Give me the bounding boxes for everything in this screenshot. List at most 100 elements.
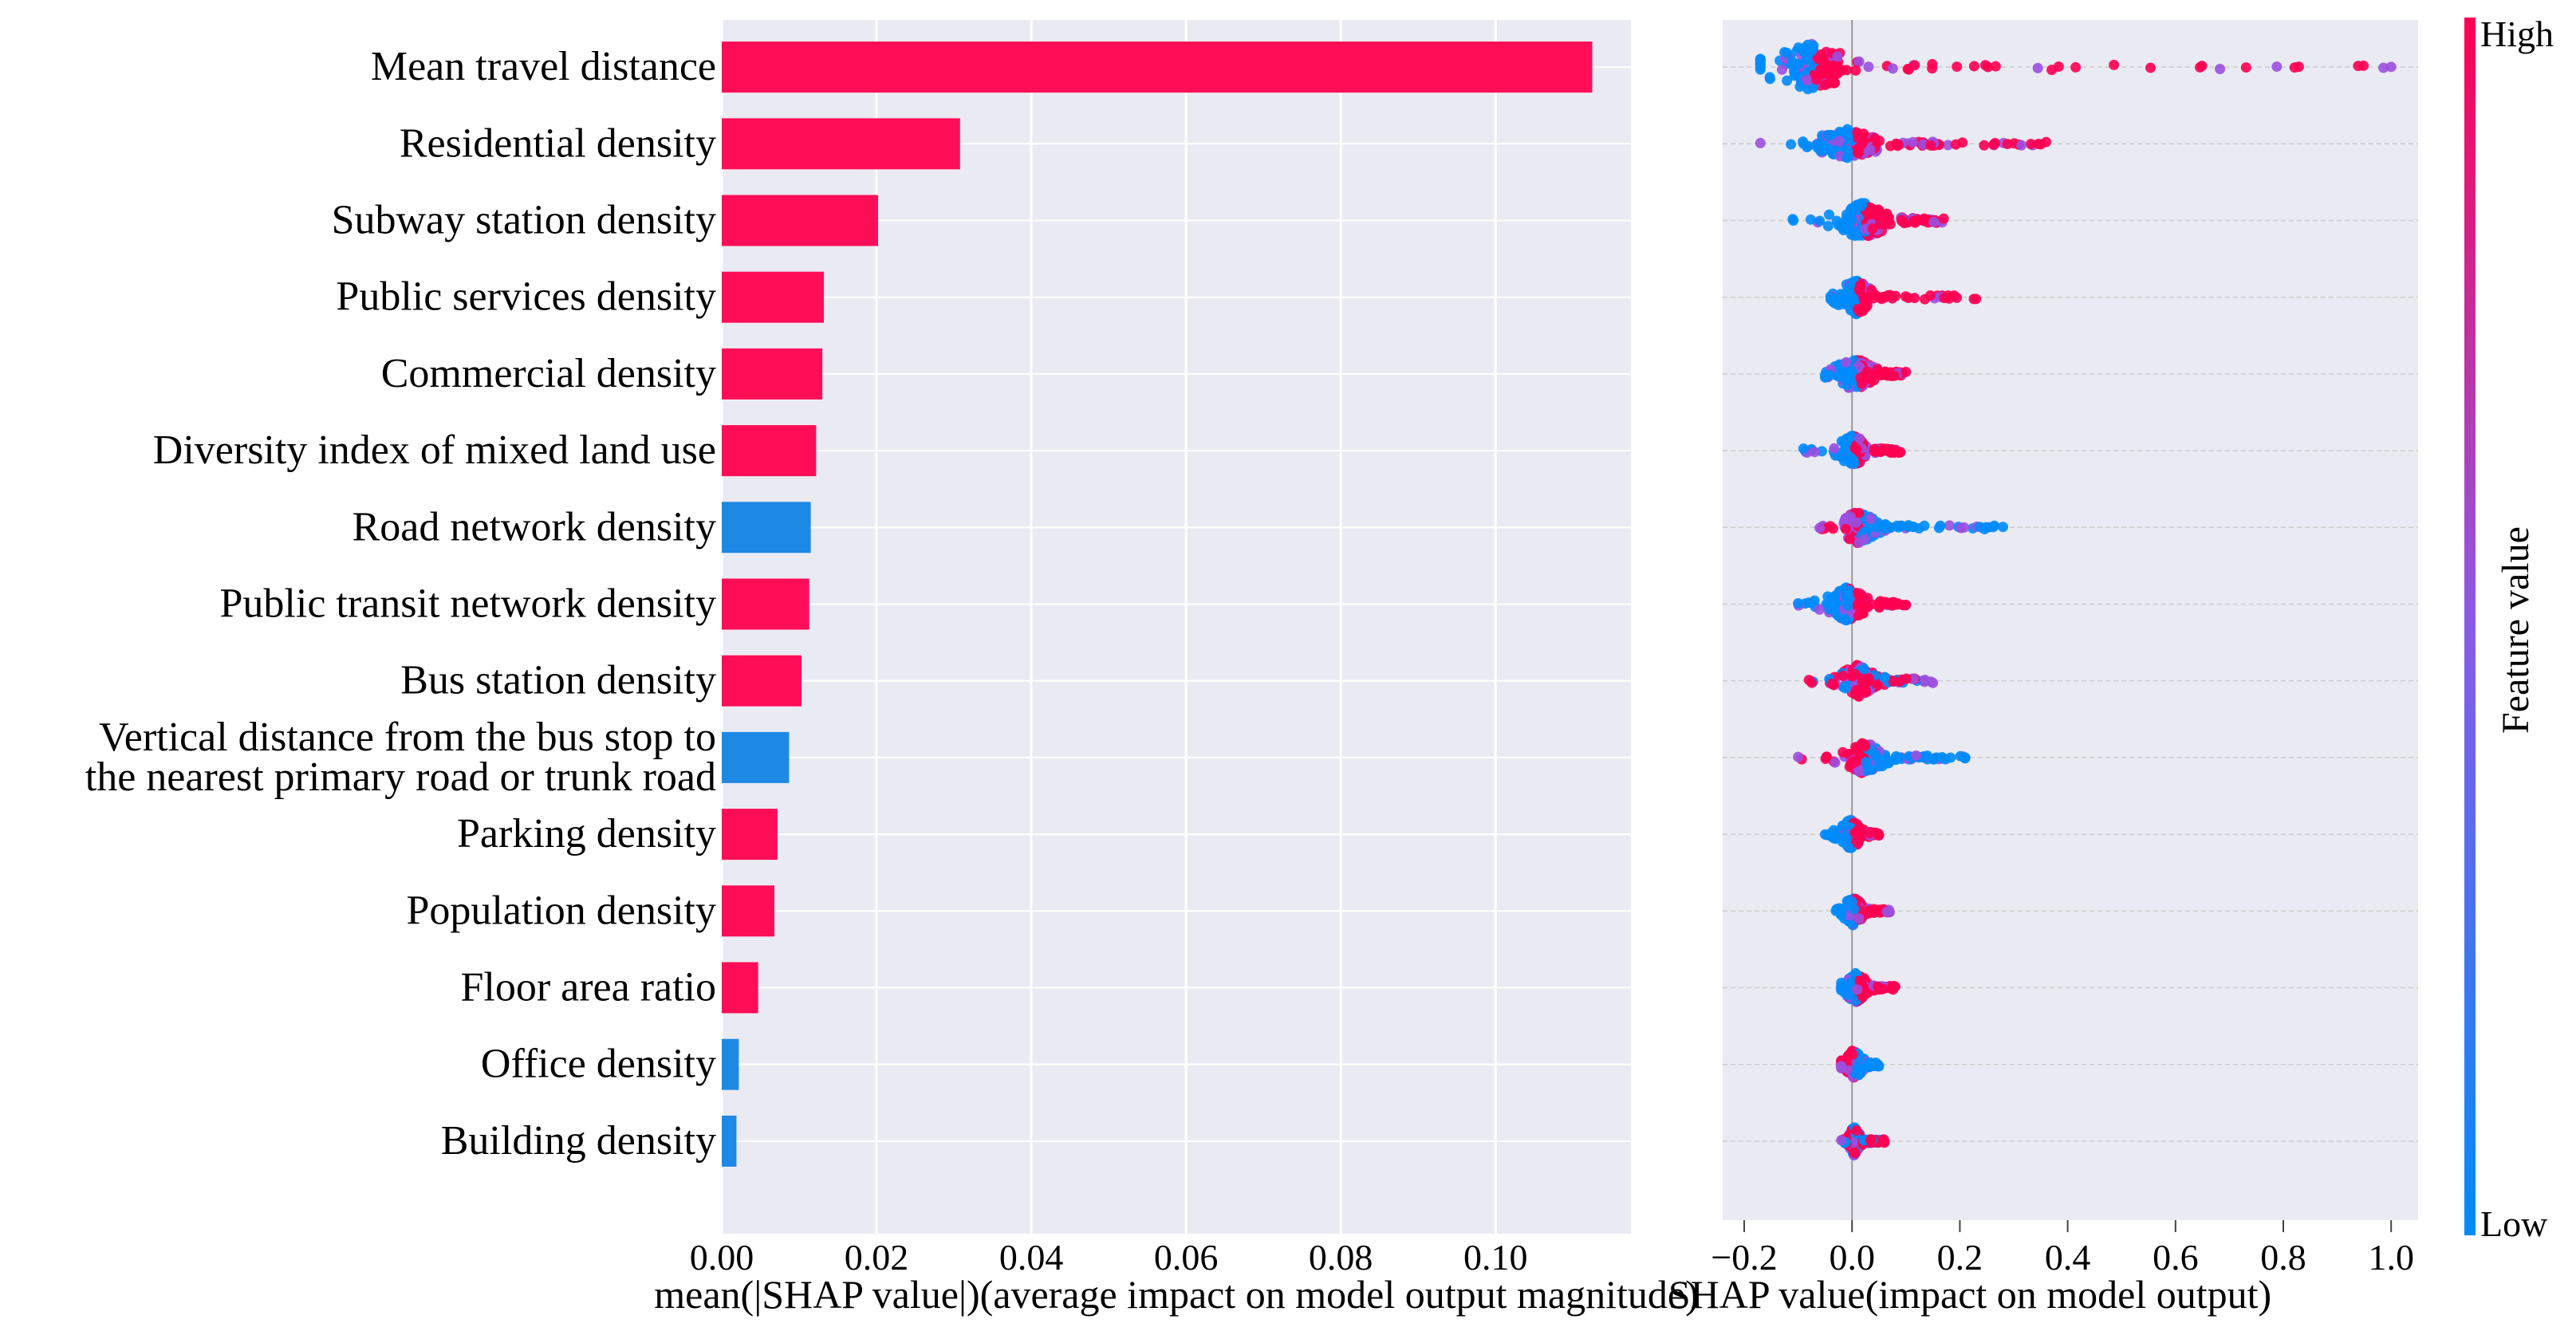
beeswarm-point <box>1853 507 1865 518</box>
beeswarm-point <box>1873 602 1885 613</box>
colorbar-high-label: High <box>2480 14 2554 54</box>
beeswarm-point <box>1841 299 1852 310</box>
beeswarm-point <box>1971 293 1982 305</box>
bar-chart-panel: Mean travel distance Residential density S… <box>85 20 1699 1317</box>
bar-category-label: Parking density <box>457 811 716 857</box>
beeswarm-point <box>1847 454 1858 465</box>
beeswarm-point <box>1900 673 1912 684</box>
beeswarm-point <box>1867 223 1878 234</box>
beeswarm-point <box>1928 216 1940 227</box>
beeswarm-point <box>1863 61 1874 73</box>
beeswarm-point <box>1822 129 1834 140</box>
beeswarm-point <box>1933 522 1944 534</box>
beeswarm-x-tick-label: 0.2 <box>1937 1237 1983 1278</box>
beeswarm-point <box>1787 214 1798 225</box>
beeswarm-point <box>1824 604 1835 615</box>
bar <box>722 425 817 477</box>
beeswarm-point <box>1787 56 1798 67</box>
bar <box>722 578 809 630</box>
beeswarm-point <box>1990 61 2001 72</box>
beeswarm-x-tick-labels: −0.2 0.0 0.2 0.4 0.6 0.8 1.0 <box>1711 1220 2414 1278</box>
beeswarm-point <box>1885 907 1896 918</box>
beeswarm-point <box>1975 522 1986 533</box>
beeswarm-point <box>1858 664 1869 675</box>
beeswarm-point <box>1900 366 1912 377</box>
bar-chart-bars <box>722 41 1593 1167</box>
bar-category-label: Bus station density <box>400 658 716 703</box>
bar-x-tick-label: 0.08 <box>1309 1237 1373 1278</box>
beeswarm-point <box>1897 521 1908 532</box>
beeswarm-point <box>1854 433 1865 444</box>
beeswarm-x-tick-label: 0.4 <box>2045 1237 2091 1278</box>
beeswarm-point <box>1841 286 1853 297</box>
bar <box>722 1038 739 1090</box>
beeswarm-point <box>2215 64 2226 75</box>
beeswarm-point <box>1959 522 1970 533</box>
beeswarm-point <box>1869 907 1880 918</box>
beeswarm-point <box>1851 444 1862 455</box>
beeswarm-point <box>1837 366 1848 377</box>
beeswarm-point <box>1853 610 1865 621</box>
beeswarm-point <box>1865 1134 1877 1145</box>
beeswarm-point <box>1764 72 1775 83</box>
beeswarm-point <box>1849 668 1861 679</box>
beeswarm-point <box>1909 293 1920 304</box>
beeswarm-point <box>1828 77 1839 89</box>
beeswarm-point <box>1874 209 1885 220</box>
beeswarm-panel: −0.2 0.0 0.2 0.4 0.6 0.8 1.0 SHAP value(impact… <box>1668 20 2418 1317</box>
beeswarm-point <box>1826 678 1837 689</box>
bar-category-label: Road network density <box>353 504 716 549</box>
beeswarm-point <box>1782 47 1793 58</box>
beeswarm-point <box>1850 65 1861 76</box>
beeswarm-point <box>1869 132 1881 144</box>
bar-category-label: Floor area ratio <box>460 965 716 1010</box>
beeswarm-point <box>1816 137 1827 148</box>
beeswarm-point <box>1820 80 1831 91</box>
beeswarm-point <box>1859 599 1870 610</box>
beeswarm-point <box>1839 584 1850 595</box>
beeswarm-point <box>1862 372 1873 383</box>
beeswarm-point <box>1864 828 1875 839</box>
beeswarm-point <box>2046 65 2058 76</box>
beeswarm-point <box>2353 61 2364 72</box>
beeswarm-point <box>1849 1147 1860 1158</box>
beeswarm-point <box>1864 206 1875 217</box>
beeswarm-point <box>1841 356 1852 368</box>
beeswarm-point <box>1755 64 1766 75</box>
beeswarm-point <box>1910 215 1921 226</box>
bar <box>722 195 878 246</box>
beeswarm-point <box>1873 982 1884 993</box>
bar-x-tick-label: 0.04 <box>999 1237 1064 1278</box>
bar <box>722 731 790 783</box>
beeswarm-point <box>1927 63 1938 74</box>
beeswarm-point <box>1836 1062 1847 1073</box>
bar <box>722 271 825 323</box>
beeswarm-point <box>1837 746 1849 758</box>
beeswarm-point <box>1798 45 1809 56</box>
beeswarm-point <box>1846 896 1857 908</box>
beeswarm-point <box>2240 62 2251 73</box>
beeswarm-point <box>1852 984 1863 995</box>
beeswarm-point <box>1989 520 2000 531</box>
beeswarm-point <box>1841 152 1853 163</box>
beeswarm-point <box>1873 1061 1885 1072</box>
beeswarm-point <box>1952 292 1963 303</box>
beeswarm-point <box>1805 214 1816 225</box>
bar-x-tick-label: 0.00 <box>690 1237 754 1278</box>
beeswarm-point <box>1919 520 1930 531</box>
beeswarm-point <box>2271 61 2283 73</box>
beeswarm-point <box>1815 64 1826 75</box>
beeswarm-point <box>1859 534 1870 545</box>
beeswarm-point <box>1844 223 1855 234</box>
beeswarm-point <box>1830 831 1841 842</box>
beeswarm-point <box>1809 595 1820 606</box>
beeswarm-point <box>1819 829 1830 840</box>
beeswarm-point <box>1807 43 1818 54</box>
beeswarm-point <box>1899 218 1910 229</box>
bar-category-label: Public services density <box>336 274 716 320</box>
colorbar-gradient <box>2464 18 2476 1235</box>
beeswarm-point <box>1755 137 1766 148</box>
beeswarm-point <box>1907 136 1918 148</box>
beeswarm-point <box>1870 750 1881 761</box>
beeswarm-point <box>1809 447 1820 458</box>
